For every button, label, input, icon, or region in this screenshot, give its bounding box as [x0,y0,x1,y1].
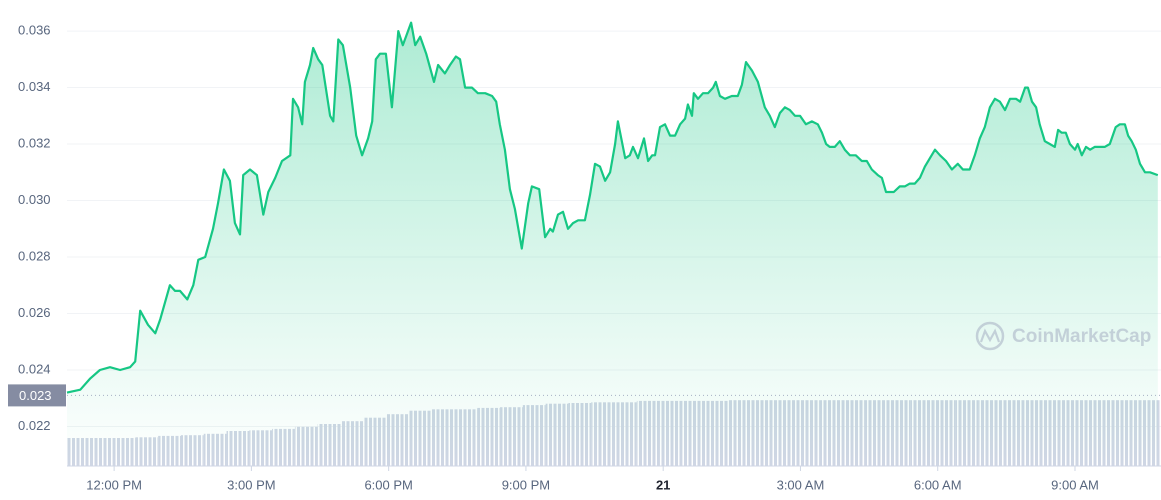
price-line [66,21,1159,394]
watermark: CoinMarketCap [975,321,1151,351]
y-tick-label: 0.036 [18,23,51,38]
x-tick-label: 3:00 AM [777,477,825,492]
y-tick-label: 0.026 [18,305,51,320]
watermark-text: CoinMarketCap [1012,326,1151,347]
y-tick-label: 0.028 [18,248,51,263]
price-area [67,22,1158,466]
x-tick-label: 9:00 PM [502,477,550,492]
x-tick-label: 6:00 PM [364,477,412,492]
x-tick-label: 12:00 PM [86,477,142,492]
y-tick-label: 0.034 [18,79,51,94]
x-tick-label: 21 [656,477,670,492]
y-tick-label: 0.024 [18,361,51,376]
y-tick-label: 0.030 [18,192,51,207]
y-tick-label: 0.022 [18,418,51,433]
x-tick-label: 9:00 AM [1051,477,1099,492]
reference-label: 0.023 [19,388,52,403]
reference-label-box [8,384,66,407]
x-tick-label: 6:00 AM [914,477,962,492]
y-tick-label: 0.032 [18,135,51,150]
x-tick-label: 3:00 PM [227,477,275,492]
